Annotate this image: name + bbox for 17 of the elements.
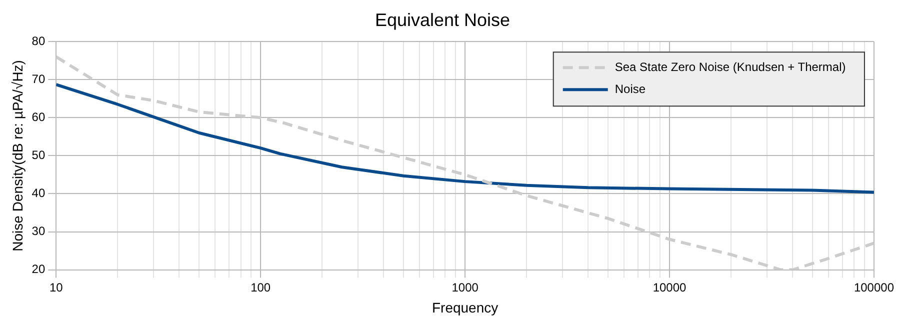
y-tick-label: 30 — [32, 224, 46, 238]
y-tick-label: 80 — [32, 34, 46, 48]
y-axis-title: Noise Density(dB re: µPA/√Hz) — [9, 60, 26, 252]
legend-label: Sea State Zero Noise (Knudsen + Thermal) — [614, 60, 846, 74]
y-tick-label: 50 — [32, 148, 46, 162]
y-tick-label: 70 — [32, 72, 46, 86]
x-tick-label: 100 — [250, 280, 271, 294]
legend-label: Noise — [614, 82, 646, 96]
x-tick-label: 10 — [49, 280, 64, 294]
x-tick-label: 10000 — [652, 280, 687, 294]
chart-title: Equivalent Noise — [374, 10, 510, 30]
x-axis-title: Frequency — [432, 299, 498, 316]
y-tick-label: 40 — [32, 186, 46, 200]
x-tick-label: 100000 — [854, 280, 894, 294]
y-tick-label: 20 — [32, 262, 46, 276]
x-tick-label: 1000 — [452, 280, 479, 294]
y-tick-label: 60 — [32, 110, 46, 124]
